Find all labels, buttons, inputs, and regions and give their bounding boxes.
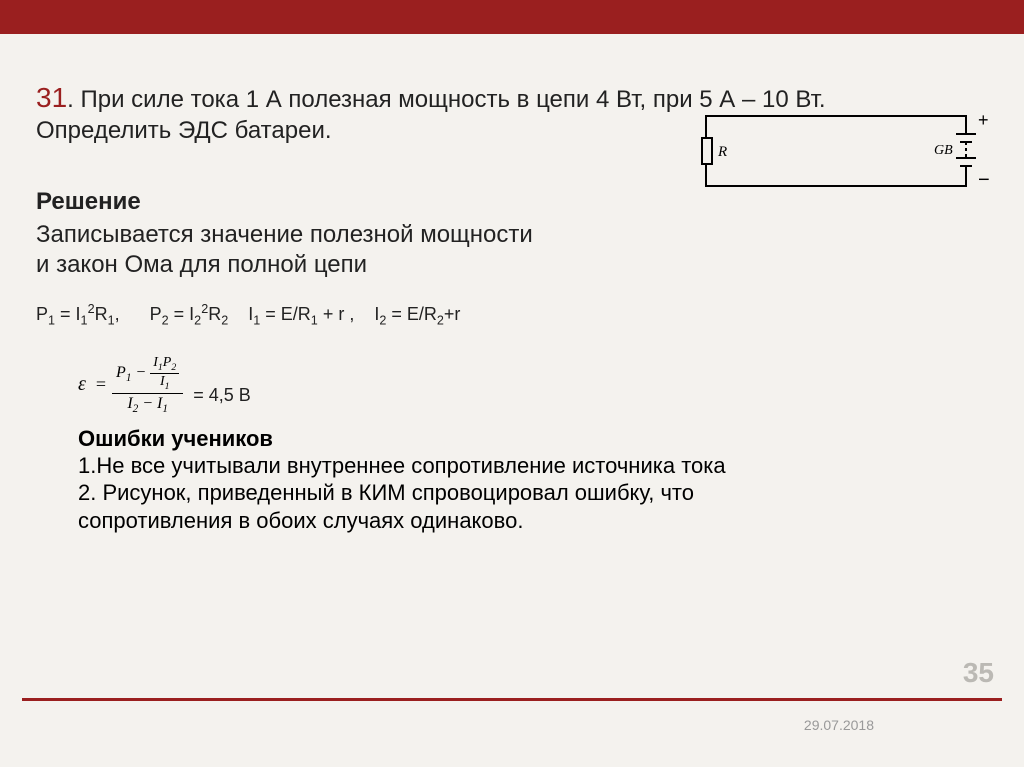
- main-frac-den: I2 − I1: [123, 394, 172, 416]
- epsilon-symbol: ε: [78, 373, 86, 396]
- resistor-label: R: [717, 144, 727, 160]
- eq-i1: I1 = E/R1 + r ,: [248, 304, 354, 324]
- error-item-2b: сопротивления в обоих случаях одинаково.: [78, 507, 988, 535]
- eq-i2: I2 = E/R2+r: [374, 304, 460, 324]
- inner-num: I1P2: [150, 355, 179, 373]
- equals-sign: =: [96, 374, 106, 395]
- circuit-diagram: R + − GB: [700, 106, 990, 198]
- content-area: 31. При силе тока 1 А полезная мощность …: [0, 34, 1024, 544]
- battery-label: GB: [934, 143, 953, 158]
- error-item-2a: 2. Рисунок, приведенный в КИМ спровоциро…: [78, 479, 988, 507]
- solution-line1: Записывается значение полезной мощности: [36, 221, 533, 248]
- eq-p1: P1 = I12R1,: [36, 304, 120, 324]
- slide-date: 29.07.2018: [804, 717, 874, 733]
- errors-heading: Ошибки учеников: [78, 426, 988, 452]
- equations-row: P1 = I12R1, P2 = I22R2 I1 = E/R1 + r , I…: [36, 302, 988, 328]
- solution-description: Записывается значение полезной мощности …: [36, 220, 988, 280]
- inner-den: I1: [157, 374, 173, 392]
- slide: 31. При силе тока 1 А полезная мощность …: [0, 0, 1024, 767]
- error-item-1: 1.Не все учитывали внутреннее сопротивле…: [78, 452, 988, 480]
- errors-list: 1.Не все учитывали внутреннее сопротивле…: [78, 452, 988, 535]
- eq-p2: P2 = I22R2: [150, 304, 229, 324]
- bottom-accent-rule: [22, 698, 1002, 701]
- minus-terminal: −: [978, 169, 990, 191]
- problem-text-line2: Определить ЭДС батареи.: [36, 117, 332, 144]
- problem-number: 31: [36, 82, 67, 113]
- solution-line2: и закон Ома для полной цепи: [36, 251, 367, 278]
- solution-block: Решение Записывается значение полезной м…: [36, 188, 988, 280]
- formula-result: = 4,5 В: [193, 385, 251, 406]
- top-accent-bar: [0, 0, 1024, 34]
- plus-terminal: +: [978, 110, 989, 130]
- main-frac-num: P1 − I1P2 I1: [112, 354, 183, 393]
- slide-number: 35: [963, 657, 994, 689]
- formula-block: ε = P1 − I1P2 I1 I2 − I1 = 4,5 В: [78, 354, 988, 416]
- inner-fraction: I1P2 I1: [150, 355, 179, 392]
- main-fraction: P1 − I1P2 I1 I2 − I1: [112, 354, 183, 416]
